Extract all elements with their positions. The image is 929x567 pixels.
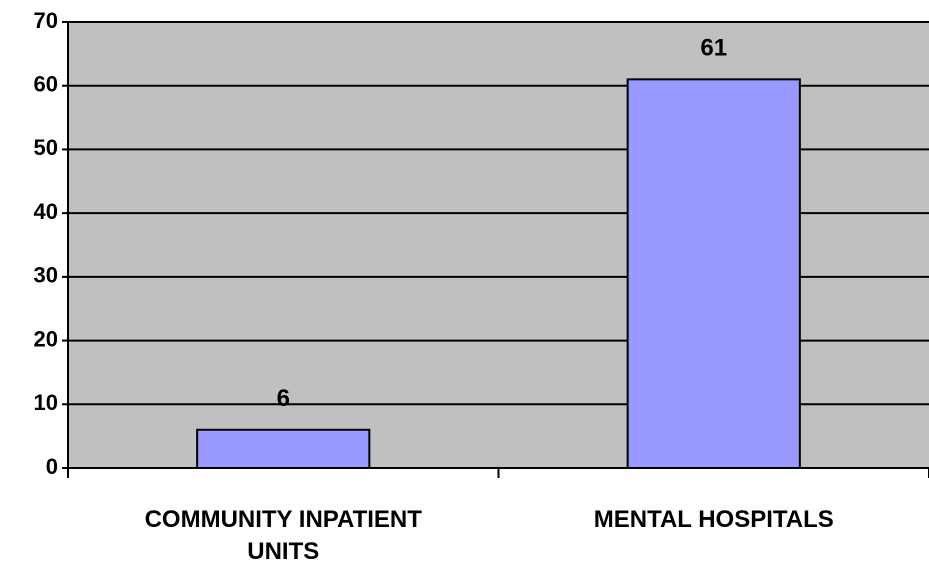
y-tick-label: 20: [34, 326, 58, 351]
y-tick-label: 60: [34, 72, 58, 97]
y-tick-label: 50: [34, 135, 58, 160]
data-label: 6: [277, 385, 290, 412]
y-tick-label: 70: [34, 8, 58, 33]
data-label: 61: [700, 35, 727, 62]
y-tick-label: 30: [34, 263, 58, 288]
x-tick-label: COMMUNITY INPATIENT UNITS: [144, 506, 422, 565]
x-tick-label: MENTAL HOSPITALS: [593, 506, 834, 533]
y-tick-label: 0: [46, 454, 58, 479]
y-tick-label: 40: [34, 199, 58, 224]
y-tick-label: 10: [34, 390, 58, 415]
bar: [626, 78, 801, 469]
bar: [196, 428, 371, 469]
